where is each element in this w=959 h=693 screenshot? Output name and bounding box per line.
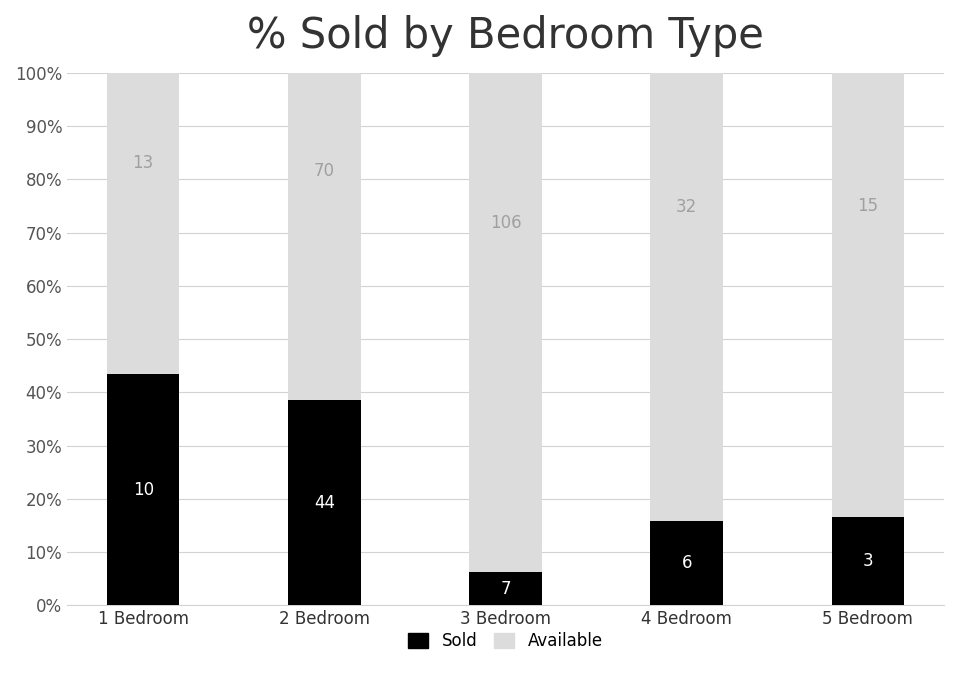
Bar (650, 521, 723, 605)
Text: 7: 7 (501, 580, 511, 598)
Bar (469, 73, 542, 572)
Bar (650, 73, 723, 521)
Bar (288, 73, 361, 400)
Text: 106: 106 (490, 213, 522, 231)
Text: 6: 6 (682, 554, 692, 572)
Text: 32: 32 (676, 198, 697, 216)
Text: 15: 15 (857, 197, 878, 215)
Title: % Sold by Bedroom Type: % Sold by Bedroom Type (247, 15, 764, 57)
Bar (288, 400, 361, 605)
Text: 3: 3 (862, 552, 874, 570)
Bar (831, 73, 904, 516)
Text: 13: 13 (132, 155, 153, 173)
Legend: Sold, Available: Sold, Available (409, 632, 602, 650)
Bar (831, 516, 904, 605)
Text: 10: 10 (132, 480, 153, 498)
Bar (107, 73, 179, 374)
Bar (469, 572, 542, 605)
Text: 70: 70 (314, 162, 335, 180)
Text: 44: 44 (314, 493, 335, 511)
Bar (107, 374, 179, 605)
